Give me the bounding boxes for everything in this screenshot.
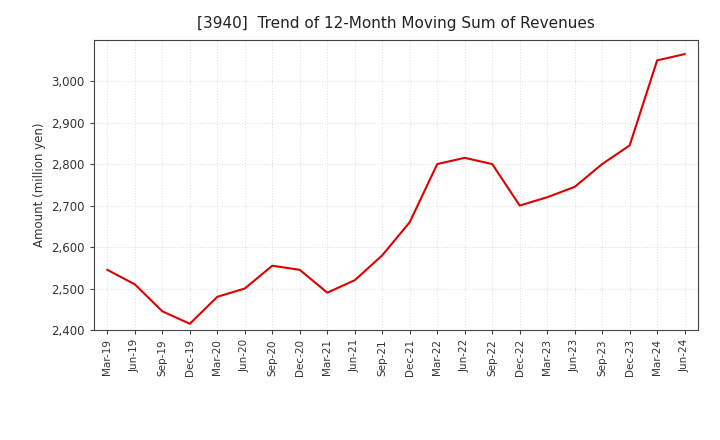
Y-axis label: Amount (million yen): Amount (million yen) <box>32 123 45 247</box>
Title: [3940]  Trend of 12-Month Moving Sum of Revenues: [3940] Trend of 12-Month Moving Sum of R… <box>197 16 595 32</box>
